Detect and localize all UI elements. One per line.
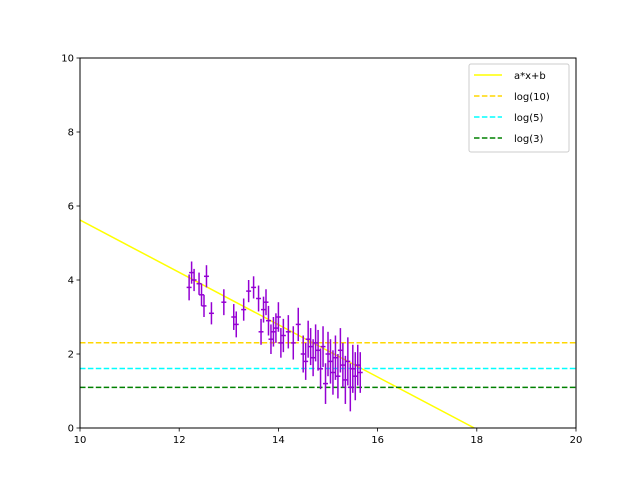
data-point [313, 324, 319, 362]
x-tick-label: 14 [272, 435, 285, 446]
data-point [345, 337, 351, 386]
data-point [233, 311, 239, 338]
data-point [270, 317, 276, 347]
y-tick-label: 0 [68, 424, 74, 435]
data-point [352, 352, 358, 401]
y-tick-label: 6 [68, 202, 74, 213]
y-tick-label: 8 [68, 128, 74, 139]
data-point [355, 344, 361, 386]
legend-box [468, 63, 570, 153]
data-point [204, 265, 209, 288]
data-point [201, 294, 207, 317]
data-point [285, 315, 291, 349]
data-point [186, 274, 192, 301]
data-point [328, 339, 333, 384]
data-point [320, 326, 326, 367]
data-point [268, 324, 274, 354]
data-point [246, 280, 252, 303]
data-point [308, 328, 314, 366]
data-point [266, 305, 271, 336]
data-point [275, 302, 281, 332]
data-point [295, 307, 301, 342]
data-point [256, 285, 262, 312]
data-point [323, 363, 328, 404]
data-point [191, 268, 197, 292]
data-point [347, 363, 353, 412]
plot-frame [79, 57, 577, 429]
data-point [332, 335, 338, 380]
plot-clipped-group [80, 219, 576, 428]
x-tick-label: 20 [570, 435, 583, 446]
data-point [350, 344, 356, 393]
data-point [318, 348, 324, 390]
data-point [335, 354, 341, 399]
data-point [261, 296, 266, 323]
data-point [231, 304, 237, 330]
legend-label: log(10) [514, 92, 550, 103]
data-point [241, 298, 247, 321]
legend-label: log(5) [514, 113, 544, 124]
series-line-0 [80, 219, 475, 428]
x-tick-label: 10 [74, 435, 87, 446]
data-point [258, 318, 264, 345]
data-point [325, 331, 331, 377]
data-point [196, 272, 202, 295]
x-tick-label: 18 [470, 435, 483, 446]
data-point [273, 313, 279, 343]
data-point [300, 335, 306, 373]
legend: a*x+b log(10) log(5) log(3) [468, 63, 570, 153]
legend-label: a*x+b [514, 71, 546, 82]
data-point [342, 355, 348, 404]
data-point [278, 328, 284, 358]
data-point [251, 276, 257, 299]
data-point [305, 320, 311, 358]
data-point [357, 352, 363, 393]
data-point [290, 326, 296, 360]
data-point [208, 302, 214, 325]
x-tick-label: 16 [371, 435, 384, 446]
data-point [315, 329, 321, 371]
y-tick-label: 4 [68, 276, 74, 287]
data-point [263, 289, 269, 316]
data-point [280, 318, 286, 353]
data-point [221, 289, 227, 316]
y-tick-label: 2 [68, 350, 74, 361]
plot-area [80, 219, 576, 428]
data-point [303, 342, 309, 380]
legend-label: log(3) [514, 134, 544, 145]
axes-ticks: 10 12 14 16 18 20 0 2 4 6 8 10 [61, 54, 582, 447]
x-tick-label: 12 [173, 435, 186, 446]
y-tick-label: 10 [61, 54, 74, 65]
data-point [199, 283, 204, 306]
data-point [310, 339, 316, 377]
